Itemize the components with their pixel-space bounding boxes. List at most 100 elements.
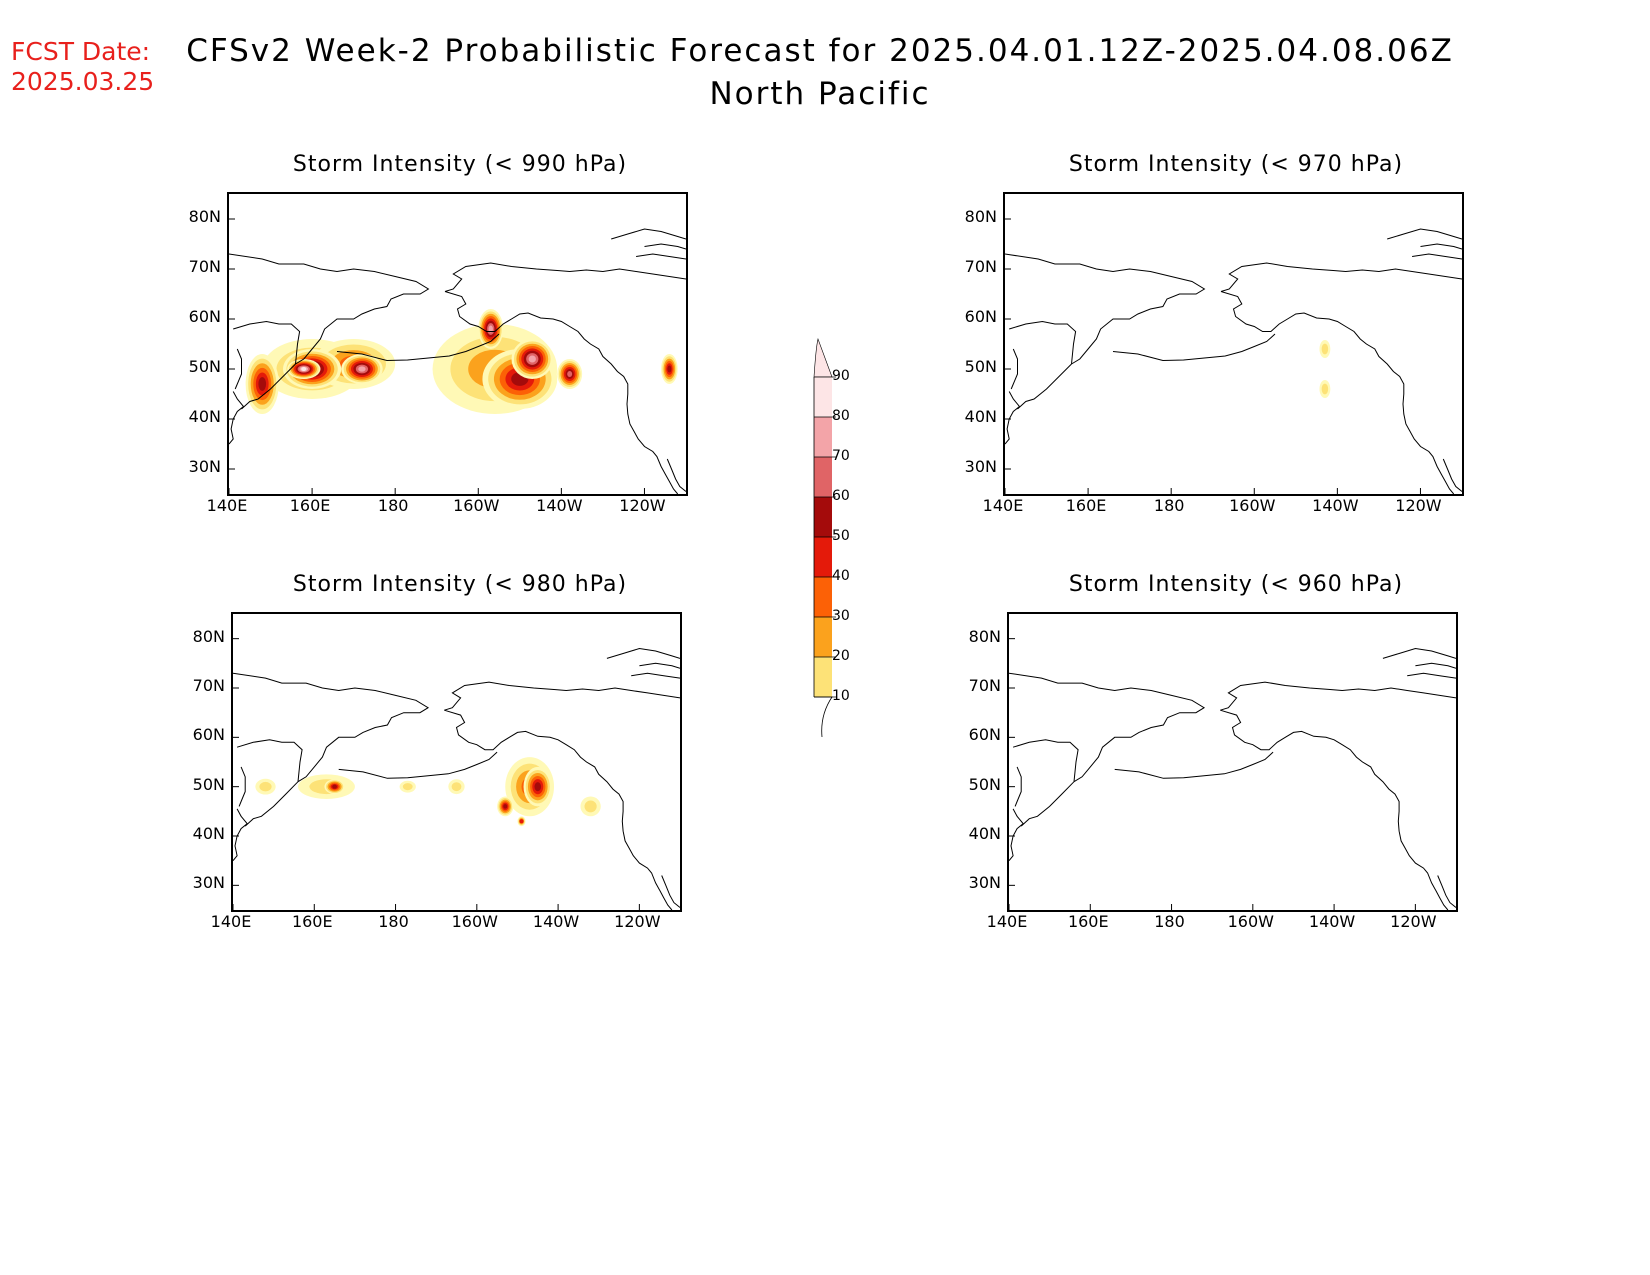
colorbar-swatch (814, 457, 832, 497)
lat-tick-label: 50N (964, 357, 997, 376)
probability-contour (301, 367, 307, 371)
probability-contour (1321, 383, 1329, 395)
coastline (233, 672, 430, 783)
colorbar-top-arrow (813, 337, 833, 378)
lon-tick-label: 120W (1395, 496, 1442, 515)
coastline (1437, 875, 1456, 908)
coastline (338, 751, 498, 779)
probability-contour (451, 782, 462, 792)
lon-tick-label: 160E (291, 912, 333, 931)
lat-tick-label: 70N (192, 676, 225, 695)
coastline (444, 262, 686, 292)
lon-tick-label: 160E (1067, 912, 1109, 931)
coastline (444, 709, 673, 910)
coastline (229, 253, 430, 365)
lon-tick-label: 160E (1065, 496, 1107, 515)
lon-tick-label: 160W (453, 496, 500, 515)
colorbar-label: 40 (832, 568, 850, 584)
coastline (1415, 662, 1456, 669)
probability-contour (332, 784, 337, 789)
probability-contour (667, 365, 672, 373)
colorbar-bottom-arrow (814, 696, 833, 738)
colorbar-swatch (814, 417, 832, 457)
lon-tick-label: 180 (377, 496, 409, 515)
lat-tick-label: 50N (968, 774, 1001, 794)
colorbar-label: 70 (832, 448, 850, 464)
lat-tick-label: 30N (968, 873, 1001, 893)
coastline (1220, 709, 1449, 910)
lat-tick-label: 80N (964, 207, 997, 226)
coastline (1012, 739, 1079, 782)
coastline (233, 808, 248, 862)
lat-tick-label: 80N (192, 626, 225, 646)
lat-tick-label: 60N (964, 307, 997, 326)
lat-tick-label: 60N (968, 725, 1001, 745)
colorbar-swatch (814, 377, 832, 417)
panel-title: Storm Intensity (< 970 hPa) (1068, 152, 1404, 177)
coastline (1442, 458, 1462, 492)
panel-title: Storm Intensity (< 960 hPa) (1068, 572, 1404, 597)
coastline (1009, 808, 1024, 862)
lon-tick-label: 140E (986, 912, 1028, 931)
coastline (1017, 363, 1072, 410)
map-frame (231, 612, 682, 912)
coastline (233, 320, 301, 365)
coastline (1014, 766, 1022, 807)
coastline (611, 228, 686, 240)
panel-title: Storm Intensity (< 980 hPa) (292, 572, 628, 597)
map-panel-980hpa: Storm Intensity (< 980 hPa) 80N 70N 60N 50N… (180, 565, 740, 955)
coastline (1387, 228, 1462, 240)
probability-contour (488, 325, 493, 333)
map-svg (229, 218, 686, 494)
colorbar-swatch (814, 577, 832, 617)
lon-tick-label: 140W (536, 496, 583, 515)
page-title: CFSv2 Week-2 Probabilistic Forecast for … (170, 30, 1470, 116)
lon-tick-label: 160W (1229, 496, 1276, 515)
forecast-date: FCST Date: 2025.03.25 (11, 37, 154, 97)
title-line-1: CFSv2 Week-2 Probabilistic Forecast for … (186, 33, 1454, 69)
coastline (1407, 672, 1456, 679)
probability-contour (259, 781, 272, 792)
probability-contour (1321, 343, 1329, 355)
coastline (229, 391, 245, 445)
map-frame (1007, 612, 1458, 912)
coastline (444, 681, 680, 711)
forecast-date-label: FCST Date: (11, 37, 151, 66)
coastline (336, 333, 500, 362)
coastline (1009, 320, 1077, 365)
coastline (1010, 348, 1018, 390)
coastline (1220, 291, 1455, 494)
coastline (1114, 751, 1274, 779)
lon-tick-label: 160E (289, 496, 331, 515)
coastline (1005, 391, 1021, 445)
colorbar-label: 80 (832, 408, 850, 424)
lat-tick-label: 40N (192, 824, 225, 843)
map-panel-960hpa: Storm Intensity (< 960 hPa) 80N 70N 60N 50N… (956, 565, 1516, 955)
coastline (1220, 262, 1462, 292)
map-svg (1009, 638, 1456, 910)
lon-tick-label: 180 (1154, 912, 1185, 931)
lon-tick-label: 140W (1312, 496, 1359, 515)
colorbar-swatch (814, 497, 832, 537)
map-frame (227, 192, 688, 496)
probability-contour (258, 377, 267, 391)
coastline (1020, 781, 1075, 827)
lon-tick-label: 120W (619, 496, 666, 515)
lat-tick-label: 80N (968, 626, 1001, 646)
colorbar-label: 10 (832, 688, 850, 704)
lat-tick-label: 40N (188, 407, 221, 426)
probability-contour (567, 371, 573, 377)
coastline (241, 363, 296, 410)
lat-tick-label: 60N (188, 307, 221, 326)
colorbar-swatch (814, 657, 832, 697)
probability-contour (402, 783, 413, 791)
coastline (1420, 243, 1462, 250)
colorbar-label: 20 (832, 648, 850, 664)
probability-contour (528, 355, 536, 363)
coastline (1220, 681, 1456, 711)
lon-tick-label: 160W (1227, 912, 1274, 931)
lat-tick-label: 30N (964, 457, 997, 476)
lon-tick-label: 140W (532, 912, 580, 931)
lat-tick-label: 40N (964, 407, 997, 426)
lat-tick-label: 80N (188, 207, 221, 226)
